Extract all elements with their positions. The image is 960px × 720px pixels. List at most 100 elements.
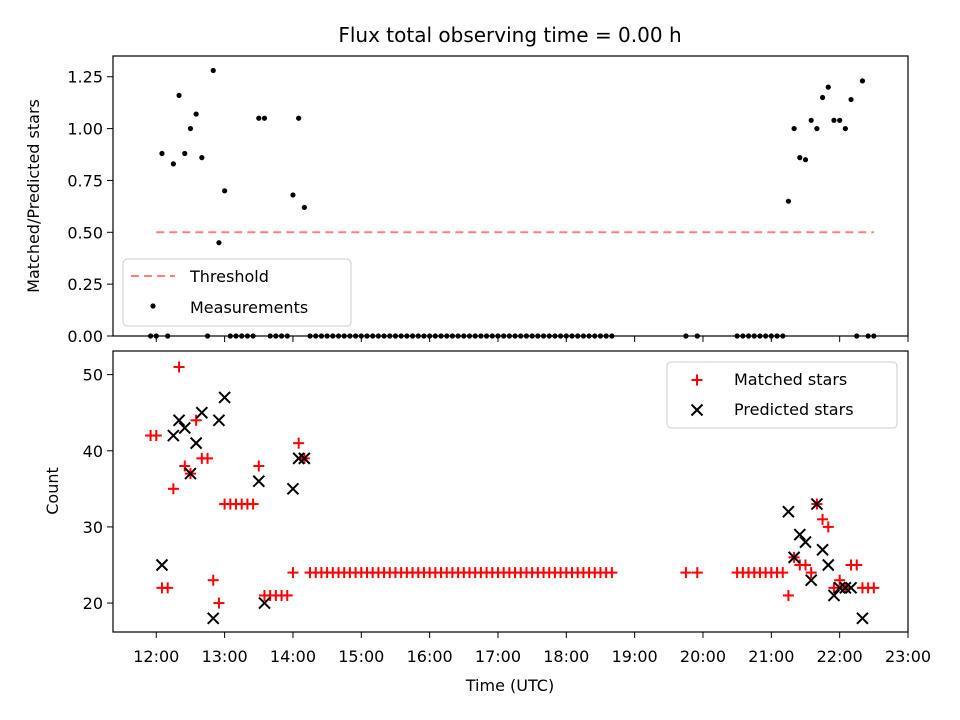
- measurement-point: [170, 161, 176, 167]
- cross-stroke-b: [218, 391, 231, 404]
- cross-stroke-b: [172, 414, 186, 427]
- chart-title: Flux total observing time = 0.00 h: [338, 23, 681, 47]
- predicted-point: [804, 574, 818, 587]
- x-tick-label: 21:00: [748, 647, 794, 666]
- predicted-point: [207, 612, 220, 625]
- legend-predicted-label: Predicted stars: [734, 400, 854, 419]
- top-y-tick-label: 0.50: [67, 223, 103, 242]
- matched-point: [777, 567, 789, 579]
- cross-stroke-b: [804, 574, 818, 587]
- predicted-point: [167, 429, 180, 442]
- cross-stroke-b: [833, 581, 846, 595]
- measurement-point: [296, 115, 302, 121]
- matched-point: [868, 582, 880, 594]
- cross-stroke-b: [189, 436, 203, 450]
- x-tick-label: 14:00: [270, 647, 316, 666]
- matched-point: [805, 567, 817, 579]
- predicted-point: [782, 505, 795, 518]
- top-legend-box: [122, 258, 352, 327]
- measurement-point: [825, 84, 831, 90]
- top-y-axis-label: Matched/Predicted stars: [24, 99, 43, 293]
- cross-stroke-b: [184, 467, 197, 480]
- matched-point: [247, 498, 259, 510]
- legend-matched-label: Matched stars: [734, 370, 847, 389]
- predicted-point: [252, 475, 265, 488]
- cross-stroke-b: [839, 581, 852, 595]
- cross-stroke-b: [787, 551, 801, 564]
- bottom-y-tick-label: 30: [83, 518, 103, 537]
- predicted-point: [298, 452, 311, 465]
- predicted-point: [839, 581, 852, 595]
- cross-stroke-b: [810, 497, 824, 511]
- matched-point: [167, 483, 179, 495]
- predicted-point: [155, 558, 169, 572]
- cross-stroke-b: [793, 528, 807, 541]
- cross-stroke-b: [207, 612, 220, 625]
- cross-stroke-b: [212, 414, 226, 427]
- predicted-stars-series: [155, 391, 869, 625]
- predicted-point: [793, 528, 807, 541]
- predicted-point: [258, 596, 271, 610]
- matched-point: [253, 460, 265, 472]
- predicted-point: [212, 414, 226, 427]
- cross-stroke-b: [178, 421, 191, 435]
- x-tick-label: 20:00: [680, 647, 726, 666]
- bottom-x-ticks: 12:00 13:00 14:00 15:00 16:00 17:00 18:00 19:00…: [133, 632, 931, 666]
- measurement-point: [808, 117, 814, 123]
- bottom-axes-frame: [112, 350, 909, 633]
- cross-stroke-b: [155, 558, 169, 572]
- cross-stroke-b: [258, 596, 271, 610]
- measurement-point: [182, 150, 188, 157]
- measurement-point: [222, 188, 228, 194]
- cross-stroke-b: [195, 406, 209, 419]
- bottom-legend-box: [666, 361, 898, 429]
- matched-point: [162, 582, 174, 594]
- legend-predicted-cross: [690, 403, 704, 417]
- top-y-tick-label: 1.25: [67, 68, 103, 87]
- matched-point: [150, 430, 162, 442]
- cross-stroke-b: [690, 403, 704, 417]
- matched-point: [173, 361, 185, 373]
- measurement-point: [187, 125, 194, 132]
- matched-point: [799, 559, 811, 571]
- measurement-point: [261, 115, 268, 121]
- predicted-point: [218, 391, 231, 404]
- top-y-tick-label: 1.00: [67, 120, 103, 139]
- legend-predicted-marker: [690, 403, 704, 417]
- matched-point: [782, 589, 794, 601]
- predicted-point: [286, 482, 300, 496]
- measurement-point: [290, 192, 296, 198]
- predicted-point: [292, 452, 305, 465]
- cross-stroke-b: [286, 482, 300, 496]
- cross-stroke-b: [816, 543, 829, 556]
- bottom-y-tick-label: 40: [83, 442, 103, 461]
- measurement-point: [814, 125, 820, 132]
- measurement-point: [216, 240, 222, 246]
- bottom-y-tick-label: 20: [83, 594, 103, 613]
- x-tick-label: 19:00: [612, 647, 658, 666]
- x-axis-label: Time (UTC): [465, 676, 554, 695]
- bottom-y-tick-label: 50: [83, 366, 103, 385]
- matched-point: [828, 582, 840, 594]
- x-tick-label: 13:00: [202, 647, 248, 666]
- top-axes-frame: [112, 55, 909, 337]
- cross-stroke-b: [167, 429, 180, 442]
- top-y-ticks: 0.00 0.25 0.50 0.75 1.00 1.25: [67, 68, 113, 346]
- measurement-point: [848, 96, 854, 103]
- predicted-point: [816, 543, 829, 556]
- measurement-point: [837, 117, 843, 123]
- cross-stroke-b: [827, 589, 841, 602]
- matched-point: [207, 574, 219, 586]
- matched-point: [287, 567, 299, 579]
- legend-matched-plus: [691, 374, 703, 386]
- top-y-tick-label: 0.75: [67, 171, 103, 190]
- predicted-point: [822, 558, 835, 572]
- predicted-point: [172, 414, 186, 427]
- x-tick-label: 22:00: [817, 647, 863, 666]
- matched-point: [834, 574, 846, 586]
- predicted-point: [184, 467, 197, 480]
- top-y-tick-label: 0.25: [67, 275, 103, 294]
- top-panel: 0.00 0.25 0.50 0.75 1.00 1.25 Matched/Predict…: [24, 55, 909, 346]
